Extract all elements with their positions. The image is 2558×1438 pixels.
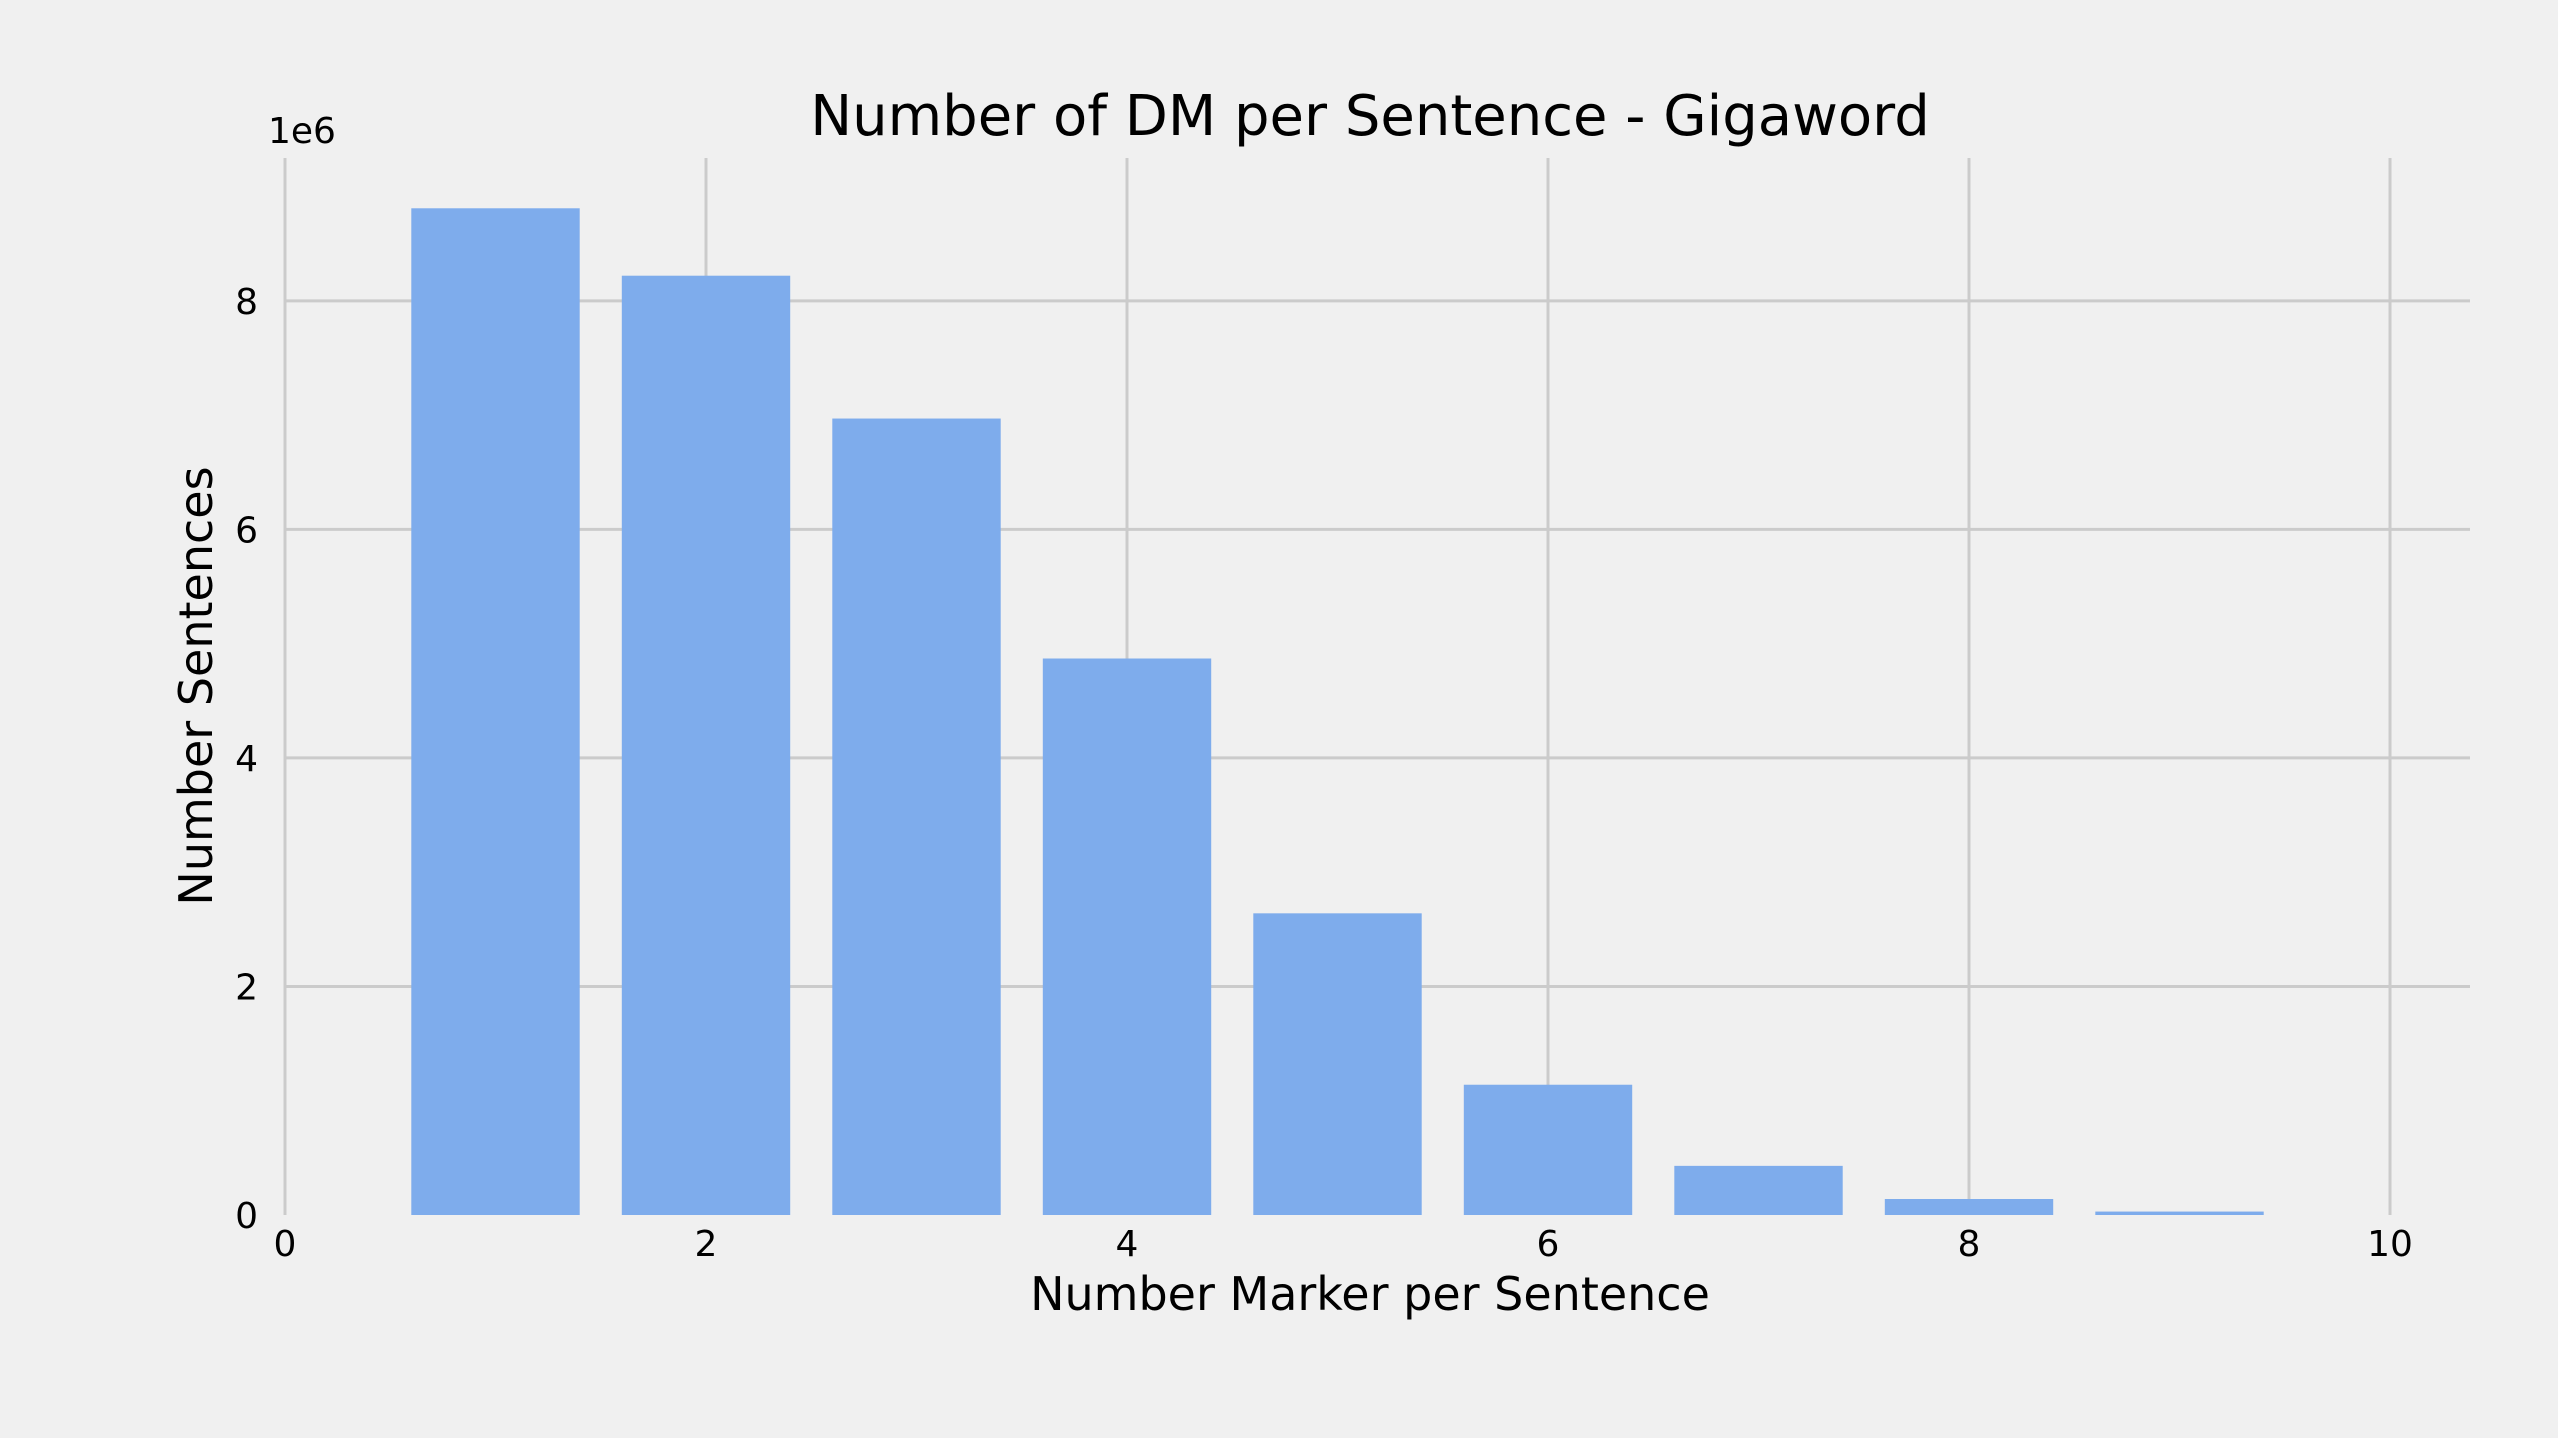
bar-layer bbox=[411, 208, 2264, 1215]
y-tick-label: 6 bbox=[235, 510, 258, 551]
bar bbox=[1042, 658, 1212, 1215]
bar bbox=[2095, 1211, 2264, 1215]
y-tick-label: 2 bbox=[235, 967, 258, 1008]
bar bbox=[832, 418, 1001, 1215]
x-tick-label: 4 bbox=[1116, 1224, 1139, 1265]
y-axis-offset-label: 1e6 bbox=[268, 111, 336, 152]
bar bbox=[1253, 913, 1422, 1215]
chart-title: Number of DM per Sentence - Gigaword bbox=[810, 84, 1930, 149]
bar bbox=[1463, 1084, 1633, 1215]
y-tick-label: 4 bbox=[235, 739, 258, 780]
x-tick-label: 8 bbox=[1958, 1224, 1981, 1265]
x-tick-label: 0 bbox=[274, 1224, 297, 1265]
x-tick-label: 2 bbox=[695, 1224, 718, 1265]
x-tick-label: 10 bbox=[2367, 1224, 2413, 1265]
bar bbox=[1884, 1199, 2054, 1215]
bar bbox=[411, 208, 580, 1215]
x-tick-label: 6 bbox=[1537, 1224, 1560, 1265]
bar bbox=[621, 275, 791, 1215]
x-axis-label: Number Marker per Sentence bbox=[1030, 1267, 1710, 1321]
tick-layer: 0 2 4 6 8 10 0 2 4 6 8 bbox=[235, 282, 2413, 1265]
bar bbox=[1674, 1165, 1843, 1215]
y-tick-label: 8 bbox=[235, 282, 258, 323]
y-axis-label: Number Sentences bbox=[169, 466, 223, 905]
y-tick-label: 0 bbox=[235, 1196, 258, 1237]
